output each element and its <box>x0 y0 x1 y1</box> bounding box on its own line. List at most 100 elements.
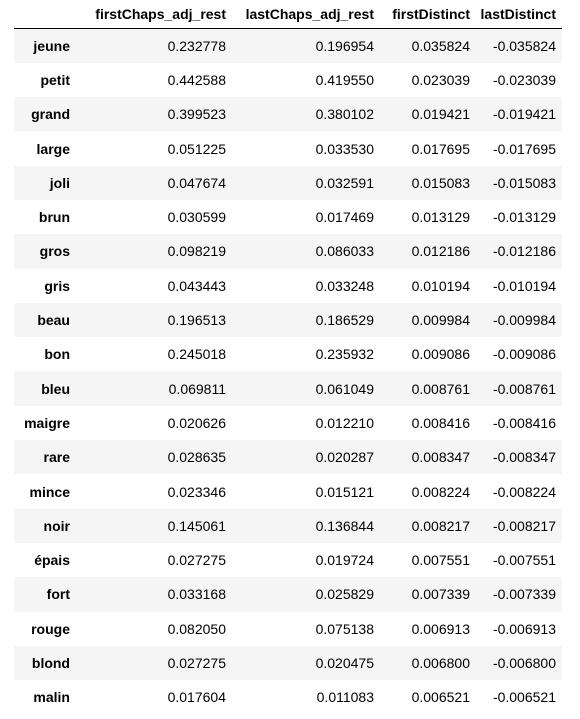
table-cell: -0.006913 <box>492 620 556 637</box>
row-index-label: bon <box>44 346 70 363</box>
table-cell: 0.019421 <box>411 106 470 123</box>
row-index-label: noir <box>43 517 70 534</box>
table-row: noir 0.145061 0.136844 0.008217 -0.008217 <box>14 508 562 543</box>
table-cell: 0.032591 <box>315 174 374 191</box>
table-cell: 0.196513 <box>167 312 226 329</box>
table-row: bleu 0.069811 0.061049 0.008761 -0.008761 <box>14 371 562 406</box>
table-row: large 0.051225 0.033530 0.017695 -0.017695 <box>14 131 562 166</box>
table-cell: 0.442588 <box>167 71 226 88</box>
table-row: gris 0.043443 0.033248 0.010194 -0.010194 <box>14 268 562 303</box>
table-cell: -0.007551 <box>492 552 556 569</box>
table-header: firstChaps_adj_rest lastChaps_adj_rest f… <box>14 0 562 29</box>
dataframe-container: firstChaps_adj_rest lastChaps_adj_rest f… <box>14 0 562 715</box>
table-cell: -0.010194 <box>492 277 556 294</box>
table-cell: 0.419550 <box>315 71 374 88</box>
table-cell: 0.023039 <box>411 71 470 88</box>
row-index-label: petit <box>40 71 70 88</box>
row-index-label: malin <box>33 689 70 706</box>
table-cell: -0.035824 <box>492 37 556 54</box>
row-index-label: bleu <box>41 380 70 397</box>
table-row: beau 0.196513 0.186529 0.009984 -0.009984 <box>14 302 562 338</box>
table-cell: -0.006800 <box>492 654 556 671</box>
table-cell: 0.051225 <box>167 140 226 157</box>
table-cell: 0.028635 <box>167 449 226 466</box>
table-cell: -0.015083 <box>492 174 556 191</box>
table-cell: 0.020475 <box>315 654 374 671</box>
table-row: mince 0.023346 0.015121 0.008224 -0.008224 <box>14 474 562 509</box>
table-cell: 0.009984 <box>411 312 470 329</box>
table-cell: 0.017469 <box>315 209 374 226</box>
row-index-label: fort <box>46 586 70 603</box>
table-cell: 0.007551 <box>411 552 470 569</box>
column-header-lastdistinct: lastDistinct <box>476 0 562 29</box>
table-row: maigre 0.020626 0.012210 0.008416 -0.008416 <box>14 405 562 441</box>
table-cell: 0.013129 <box>411 209 470 226</box>
row-index-label: rare <box>43 449 70 466</box>
table-cell: 0.023346 <box>167 483 226 500</box>
table-cell: 0.008217 <box>411 517 470 534</box>
column-header-lastchaps-adj-rest: lastChaps_adj_rest <box>232 0 380 29</box>
row-index-label: gros <box>39 243 70 260</box>
table-cell: 0.033168 <box>167 586 226 603</box>
table-cell: 0.047674 <box>167 174 226 191</box>
table-cell: 0.035824 <box>411 37 470 54</box>
dataframe-table: firstChaps_adj_rest lastChaps_adj_rest f… <box>14 0 562 715</box>
table-cell: 0.015083 <box>411 174 470 191</box>
table-cell: -0.009086 <box>492 346 556 363</box>
table-cell: -0.023039 <box>492 71 556 88</box>
row-index-label: gris <box>44 277 70 294</box>
row-index-label: joli <box>49 174 70 191</box>
table-cell: 0.015121 <box>315 483 374 500</box>
table-cell: 0.399523 <box>167 106 226 123</box>
table-row: malin 0.017604 0.011083 0.006521 -0.006521 <box>14 680 562 715</box>
table-cell: 0.020287 <box>315 449 374 466</box>
table-cell: 0.082050 <box>167 620 226 637</box>
row-index-label: maigre <box>24 414 70 431</box>
table-cell: 0.017695 <box>411 140 470 157</box>
table-cell: 0.009086 <box>411 346 470 363</box>
table-cell: 0.019724 <box>315 552 374 569</box>
row-index-label: rouge <box>31 620 70 637</box>
table-cell: 0.008347 <box>411 449 470 466</box>
table-cell: 0.098219 <box>167 243 226 260</box>
table-cell: 0.086033 <box>315 243 374 260</box>
table-cell: -0.008416 <box>492 414 556 431</box>
column-header-firstdistinct: firstDistinct <box>380 0 476 29</box>
table-cell: 0.030599 <box>167 209 226 226</box>
table-cell: 0.027275 <box>167 552 226 569</box>
table-cell: 0.235932 <box>315 346 374 363</box>
table-cell: 0.017604 <box>167 689 226 706</box>
table-row: jeune 0.232778 0.196954 0.035824 -0.035824 <box>14 28 562 63</box>
row-index-label: mince <box>29 483 70 500</box>
table-cell: 0.027275 <box>167 654 226 671</box>
column-header-firstchaps-adj-rest: firstChaps_adj_rest <box>76 0 232 29</box>
table-cell: 0.136844 <box>315 517 374 534</box>
table-cell: -0.013129 <box>492 209 556 226</box>
table-cell: 0.061049 <box>315 380 374 397</box>
table-row: fort 0.033168 0.025829 0.007339 -0.007339 <box>14 577 562 612</box>
table-cell: -0.008761 <box>492 380 556 397</box>
row-index-label: brun <box>38 209 70 226</box>
table-cell: 0.007339 <box>411 586 470 603</box>
table-cell: 0.010194 <box>411 277 470 294</box>
table-cell: -0.009984 <box>492 312 556 329</box>
index-header <box>14 0 76 29</box>
table-cell: -0.006521 <box>492 689 556 706</box>
table-cell: 0.145061 <box>167 517 226 534</box>
table-row: brun 0.030599 0.017469 0.013129 -0.013129 <box>14 199 562 235</box>
table-row: petit 0.442588 0.419550 0.023039 -0.023039 <box>14 62 562 98</box>
row-index-label: blond <box>31 654 70 671</box>
table-row: blond 0.027275 0.020475 0.006800 -0.006800 <box>14 645 562 681</box>
table-row: bon 0.245018 0.235932 0.009086 -0.009086 <box>14 337 562 372</box>
row-index-label: beau <box>37 312 70 329</box>
table-row: gros 0.098219 0.086033 0.012186 -0.012186 <box>14 234 562 269</box>
row-index-label: épais <box>34 552 70 569</box>
table-cell: 0.196954 <box>315 37 374 54</box>
table-cell: 0.075138 <box>315 620 374 637</box>
table-body: jeune 0.232778 0.196954 0.035824 -0.035824 pe… <box>14 28 562 715</box>
table-cell: 0.006913 <box>411 620 470 637</box>
row-index-label: large <box>36 140 70 157</box>
table-cell: 0.012210 <box>315 414 374 431</box>
table-cell: 0.232778 <box>167 37 226 54</box>
table-cell: -0.017695 <box>492 140 556 157</box>
